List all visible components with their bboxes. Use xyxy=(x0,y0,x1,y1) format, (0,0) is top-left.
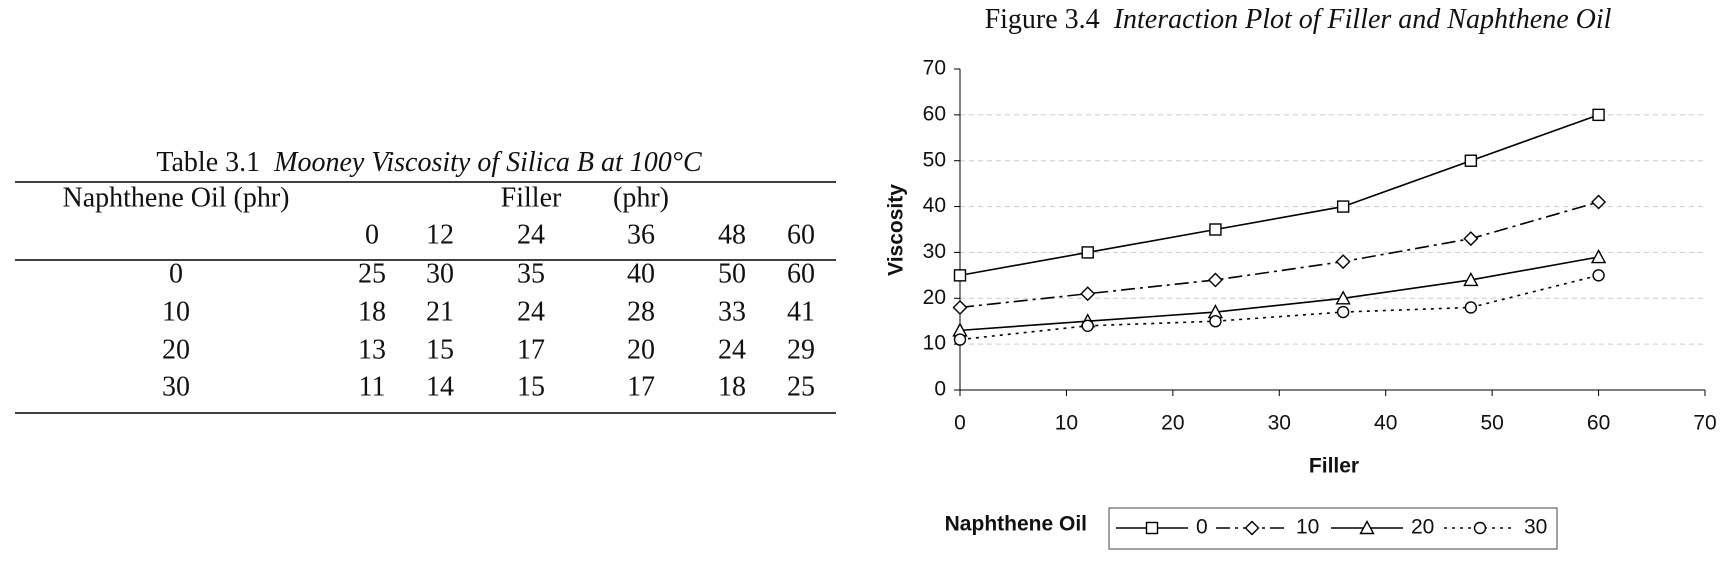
marker xyxy=(953,333,967,346)
table-cell: 15 xyxy=(517,371,545,402)
column-header: 36 xyxy=(627,219,655,250)
marker xyxy=(1463,231,1479,247)
table-cell: 17 xyxy=(627,371,655,402)
x-tick-label: 70 xyxy=(1693,412,1716,435)
y-tick-label: 70 xyxy=(923,57,946,80)
x-tick-label: 20 xyxy=(1161,412,1184,435)
table-cell: 30 xyxy=(426,258,454,289)
legend-label: 0 xyxy=(1196,516,1208,539)
marker xyxy=(1592,269,1605,282)
marker xyxy=(1336,200,1350,213)
column-header: 0 xyxy=(365,219,379,250)
marker xyxy=(1591,194,1607,210)
row-label: 10 xyxy=(162,296,190,327)
column-header: 12 xyxy=(426,219,454,250)
table-cell: 60 xyxy=(787,258,815,289)
table-cell: 14 xyxy=(426,371,454,402)
column-header: 24 xyxy=(517,219,545,250)
y-tick-label: 50 xyxy=(923,148,946,171)
caption-text: Mooney Viscosity of Silica B at 100°C xyxy=(273,147,702,178)
marker xyxy=(1335,290,1351,305)
title-label: Figure 3.4 xyxy=(985,4,1100,35)
y-tick-label: 0 xyxy=(934,378,946,401)
row-label: 0 xyxy=(169,258,183,289)
table-caption: Table 3.1 Mooney Viscosity of Silica B at… xyxy=(156,147,702,178)
table-cell: 21 xyxy=(426,296,454,327)
table-cell: 25 xyxy=(358,258,386,289)
marker xyxy=(1081,319,1094,332)
marker xyxy=(1473,521,1487,535)
y-axis-label: Viscosity xyxy=(885,184,908,276)
x-tick-label: 60 xyxy=(1587,412,1610,435)
marker xyxy=(1463,271,1479,287)
marker xyxy=(1080,286,1096,302)
table-cell: 17 xyxy=(517,334,545,365)
table-cell: 11 xyxy=(359,371,386,402)
marker xyxy=(1209,223,1222,236)
table-cell: 41 xyxy=(787,296,815,327)
title-text: Interaction Plot of Filler and Naphthene… xyxy=(1113,4,1612,35)
y-tick-label: 30 xyxy=(923,240,946,263)
x-tick-label: 40 xyxy=(1374,412,1397,435)
x-tick-label: 0 xyxy=(954,412,966,435)
legend-label: 10 xyxy=(1296,516,1319,539)
marker xyxy=(1335,254,1351,270)
legend-title: Naphthene Oil xyxy=(945,513,1087,536)
marker xyxy=(1207,272,1223,288)
row-header: Naphthene Oil (phr) xyxy=(62,182,289,213)
marker xyxy=(1209,315,1222,328)
marker xyxy=(1336,305,1350,319)
table-cell: 40 xyxy=(627,258,655,289)
caption-label: Table 3.1 xyxy=(156,147,260,178)
column-group: Filler xyxy=(501,182,562,213)
x-tick-label: 50 xyxy=(1480,412,1503,435)
marker xyxy=(1244,520,1260,536)
series-line xyxy=(959,114,1599,277)
y-tick-label: 20 xyxy=(923,286,946,309)
table-cell: 15 xyxy=(426,334,454,365)
marker xyxy=(1081,246,1094,259)
marker xyxy=(1590,249,1607,264)
marker xyxy=(1359,520,1375,535)
table-cell: 28 xyxy=(627,296,655,327)
series-line xyxy=(959,274,1599,341)
marker xyxy=(953,269,967,282)
column-header: 60 xyxy=(787,219,815,250)
marker xyxy=(1145,521,1159,535)
y-tick-label: 60 xyxy=(923,102,946,125)
x-tick-label: 30 xyxy=(1268,412,1291,435)
table-cell: 24 xyxy=(718,334,746,365)
legend-label: 20 xyxy=(1411,516,1434,539)
table-cell: 29 xyxy=(787,334,815,365)
y-tick-label: 40 xyxy=(923,194,946,217)
column-unit: (phr) xyxy=(613,182,669,213)
table-cell: 35 xyxy=(517,258,545,289)
marker xyxy=(952,299,968,315)
row-label: 20 xyxy=(162,334,190,365)
table-cell: 13 xyxy=(358,334,386,365)
legend-label: 30 xyxy=(1524,516,1547,539)
x-tick-label: 10 xyxy=(1055,412,1078,435)
legend-box xyxy=(1108,507,1558,550)
marker xyxy=(1464,154,1478,167)
table-cell: 18 xyxy=(358,296,386,327)
table-cell: 25 xyxy=(787,371,815,402)
column-header: 48 xyxy=(718,219,746,250)
table-cell: 24 xyxy=(517,296,545,327)
table-cell: 18 xyxy=(718,371,746,402)
marker xyxy=(1592,108,1605,122)
y-tick-label: 10 xyxy=(923,332,946,355)
row-label: 30 xyxy=(162,371,190,402)
table-cell: 33 xyxy=(718,296,746,327)
series-line xyxy=(959,256,1599,332)
table-cell: 20 xyxy=(627,334,655,365)
marker xyxy=(1464,301,1478,314)
table-cell: 50 xyxy=(718,258,746,289)
chart-title: Figure 3.4 Interaction Plot of Filler and… xyxy=(985,4,1612,35)
x-axis-label: Filler xyxy=(1309,455,1359,478)
